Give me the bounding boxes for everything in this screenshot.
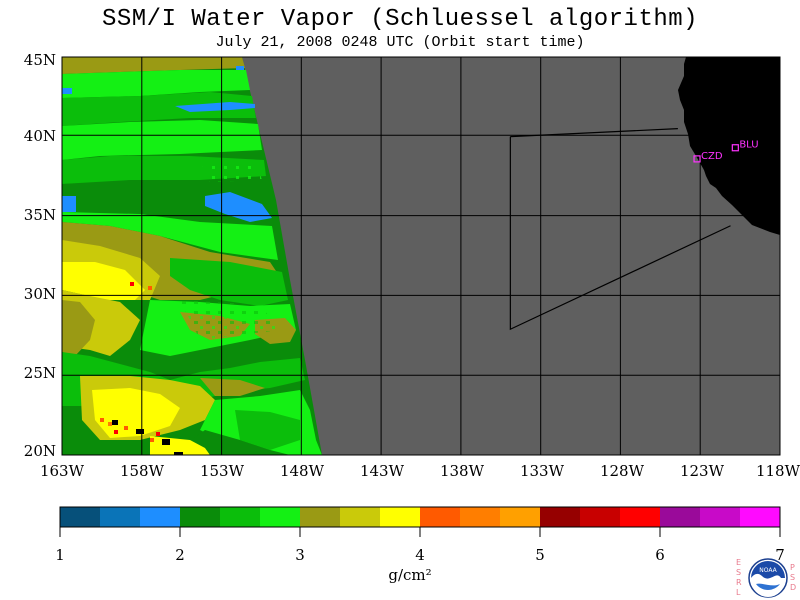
colorbar-swatch	[180, 507, 221, 527]
graticule	[62, 57, 780, 455]
station-blu-label: BLU	[739, 140, 758, 151]
ssmi-swath	[62, 57, 322, 455]
noaa-emblem-text: NOAA	[759, 567, 777, 574]
map-subtitle: July 21, 2008 0248 UTC (Orbit start time…	[215, 34, 585, 51]
colorbar-swatch	[460, 507, 501, 527]
colorbar-label-2: 2	[175, 546, 185, 564]
lat-label-35n: 35N	[23, 206, 56, 224]
colorbar-swatch	[620, 507, 661, 527]
map-title: SSM/I Water Vapor (Schluessel algorithm)	[101, 6, 699, 33]
lat-label-40n: 40N	[23, 127, 56, 145]
colorbar-swatch	[500, 507, 541, 527]
colorbar-swatch	[60, 507, 101, 527]
colorbar-label-5: 5	[535, 546, 545, 564]
colorbar-swatch	[740, 507, 781, 527]
colorbar-label-4: 4	[415, 546, 425, 564]
map-frame	[61, 56, 781, 456]
lat-label-25n: 25N	[23, 364, 56, 382]
colorbar-swatch	[700, 507, 741, 527]
lon-label-118w: 118W	[755, 462, 800, 480]
colorbar-swatch	[420, 507, 461, 527]
lat-label-30n: 30N	[23, 285, 56, 303]
colorbar-label-1: 1	[55, 546, 65, 564]
land-north-america	[678, 57, 780, 235]
lat-label-45n: 45N	[23, 51, 56, 69]
colorbar-label-3: 3	[295, 546, 305, 564]
lat-label-20n: 20N	[23, 442, 56, 460]
lon-label-123w: 123W	[679, 462, 725, 480]
lon-label-128w: 128W	[599, 462, 645, 480]
colorbar-swatch	[140, 507, 181, 527]
flight-track-top	[510, 128, 678, 138]
colorbar-swatch	[340, 507, 381, 527]
colorbar	[60, 507, 781, 527]
station-blu-marker	[731, 144, 739, 152]
colorbar-swatch	[580, 507, 621, 527]
colorbar-swatch	[300, 507, 341, 527]
colorbar-swatch	[540, 507, 581, 527]
colorbar-swatch	[100, 507, 141, 527]
colorbar-label-6: 6	[655, 546, 665, 564]
colorbar-swatch	[260, 507, 301, 527]
colorbar-swatch	[660, 507, 701, 527]
colorbar-swatch	[380, 507, 421, 527]
lon-label-158w: 158W	[119, 462, 165, 480]
station-czd-marker	[693, 155, 701, 163]
lon-label-148w: 148W	[279, 462, 325, 480]
station-czd-label: CZD	[701, 151, 723, 162]
land-bay-area	[696, 156, 716, 176]
colorbar-ticks	[59, 527, 781, 537]
colorbar-label-7: 7	[775, 546, 785, 564]
noaa-emblem-icon: NOAA	[748, 558, 788, 598]
lon-label-163w: 163W	[39, 462, 85, 480]
lon-label-138w: 138W	[439, 462, 485, 480]
lon-label-153w: 153W	[199, 462, 245, 480]
colorbar-unit: g/cm²	[388, 566, 432, 584]
lon-label-143w: 143W	[359, 462, 405, 480]
flight-track	[509, 136, 731, 331]
colorbar-swatch	[220, 507, 261, 527]
lon-label-133w: 133W	[519, 462, 565, 480]
